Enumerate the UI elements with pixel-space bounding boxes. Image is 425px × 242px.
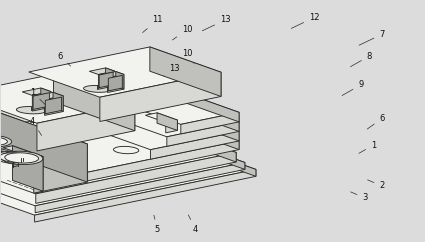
Text: 13: 13 bbox=[202, 15, 230, 31]
Text: 6: 6 bbox=[57, 52, 71, 66]
Polygon shape bbox=[0, 109, 87, 155]
Text: 5: 5 bbox=[154, 215, 160, 234]
Polygon shape bbox=[105, 68, 115, 86]
Text: 10: 10 bbox=[182, 49, 194, 63]
Polygon shape bbox=[49, 95, 239, 150]
Polygon shape bbox=[45, 96, 63, 115]
Text: 13: 13 bbox=[164, 64, 180, 76]
Text: 2: 2 bbox=[368, 180, 385, 190]
Text: 10: 10 bbox=[173, 25, 193, 40]
Polygon shape bbox=[45, 97, 62, 114]
Polygon shape bbox=[157, 113, 177, 130]
Polygon shape bbox=[158, 83, 239, 122]
Polygon shape bbox=[22, 88, 51, 95]
Polygon shape bbox=[33, 93, 49, 109]
Polygon shape bbox=[37, 103, 135, 151]
Polygon shape bbox=[150, 131, 239, 159]
Polygon shape bbox=[35, 162, 245, 213]
Polygon shape bbox=[113, 119, 256, 176]
Polygon shape bbox=[150, 47, 221, 97]
Ellipse shape bbox=[113, 146, 139, 154]
Polygon shape bbox=[29, 47, 221, 97]
Polygon shape bbox=[110, 108, 236, 162]
Polygon shape bbox=[0, 74, 135, 123]
Text: 11: 11 bbox=[143, 15, 163, 33]
Ellipse shape bbox=[5, 153, 39, 163]
Text: 4: 4 bbox=[188, 215, 198, 234]
Ellipse shape bbox=[0, 135, 11, 147]
Polygon shape bbox=[0, 119, 256, 215]
Text: 12: 12 bbox=[291, 13, 320, 28]
Polygon shape bbox=[75, 89, 239, 137]
Polygon shape bbox=[0, 108, 236, 194]
Text: 7: 7 bbox=[359, 30, 385, 45]
Polygon shape bbox=[116, 72, 124, 89]
Polygon shape bbox=[3, 146, 43, 159]
Text: 9: 9 bbox=[342, 80, 363, 96]
Polygon shape bbox=[167, 122, 239, 146]
Polygon shape bbox=[147, 89, 239, 131]
Text: 1: 1 bbox=[359, 141, 376, 153]
Polygon shape bbox=[36, 152, 236, 203]
Ellipse shape bbox=[0, 137, 7, 145]
Polygon shape bbox=[0, 115, 245, 206]
Text: 1: 1 bbox=[30, 88, 45, 105]
Polygon shape bbox=[108, 75, 122, 91]
Polygon shape bbox=[89, 68, 115, 75]
Polygon shape bbox=[166, 120, 177, 133]
Ellipse shape bbox=[0, 153, 31, 163]
Polygon shape bbox=[181, 112, 239, 134]
Polygon shape bbox=[34, 157, 43, 193]
Polygon shape bbox=[53, 92, 63, 112]
Text: 6: 6 bbox=[367, 114, 385, 129]
Polygon shape bbox=[34, 92, 63, 100]
Text: 8: 8 bbox=[351, 52, 372, 67]
Polygon shape bbox=[34, 169, 256, 222]
Ellipse shape bbox=[84, 85, 111, 92]
Polygon shape bbox=[99, 83, 239, 124]
Polygon shape bbox=[99, 71, 115, 89]
Ellipse shape bbox=[17, 106, 46, 114]
Ellipse shape bbox=[0, 151, 43, 165]
Polygon shape bbox=[36, 144, 87, 193]
Ellipse shape bbox=[0, 151, 35, 164]
Polygon shape bbox=[13, 146, 43, 191]
Text: 4: 4 bbox=[30, 116, 42, 136]
Polygon shape bbox=[88, 141, 239, 181]
Polygon shape bbox=[99, 72, 113, 88]
Polygon shape bbox=[137, 95, 239, 141]
Polygon shape bbox=[32, 92, 51, 111]
Text: 3: 3 bbox=[351, 192, 368, 203]
Polygon shape bbox=[54, 74, 135, 131]
Polygon shape bbox=[110, 115, 245, 169]
Polygon shape bbox=[99, 72, 124, 78]
Polygon shape bbox=[108, 74, 124, 92]
Polygon shape bbox=[0, 109, 87, 182]
Polygon shape bbox=[41, 88, 51, 107]
Polygon shape bbox=[145, 113, 177, 122]
Polygon shape bbox=[0, 101, 239, 172]
Polygon shape bbox=[127, 101, 239, 150]
Polygon shape bbox=[100, 72, 221, 121]
